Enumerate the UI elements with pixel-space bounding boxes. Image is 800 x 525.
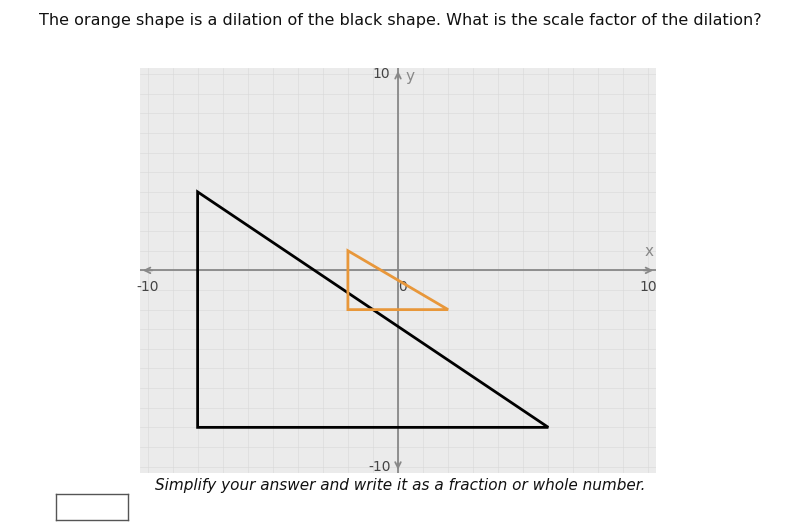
Text: 0: 0 <box>398 280 406 294</box>
Text: 10: 10 <box>640 280 658 294</box>
Text: -10: -10 <box>368 459 390 474</box>
Text: The orange shape is a dilation of the black shape. What is the scale factor of t: The orange shape is a dilation of the bl… <box>38 13 762 28</box>
Text: -10: -10 <box>136 280 158 294</box>
Text: x: x <box>645 244 654 259</box>
Text: 10: 10 <box>373 67 390 81</box>
Text: Simplify your answer and write it as a fraction or whole number.: Simplify your answer and write it as a f… <box>154 478 646 493</box>
Text: y: y <box>406 69 414 84</box>
